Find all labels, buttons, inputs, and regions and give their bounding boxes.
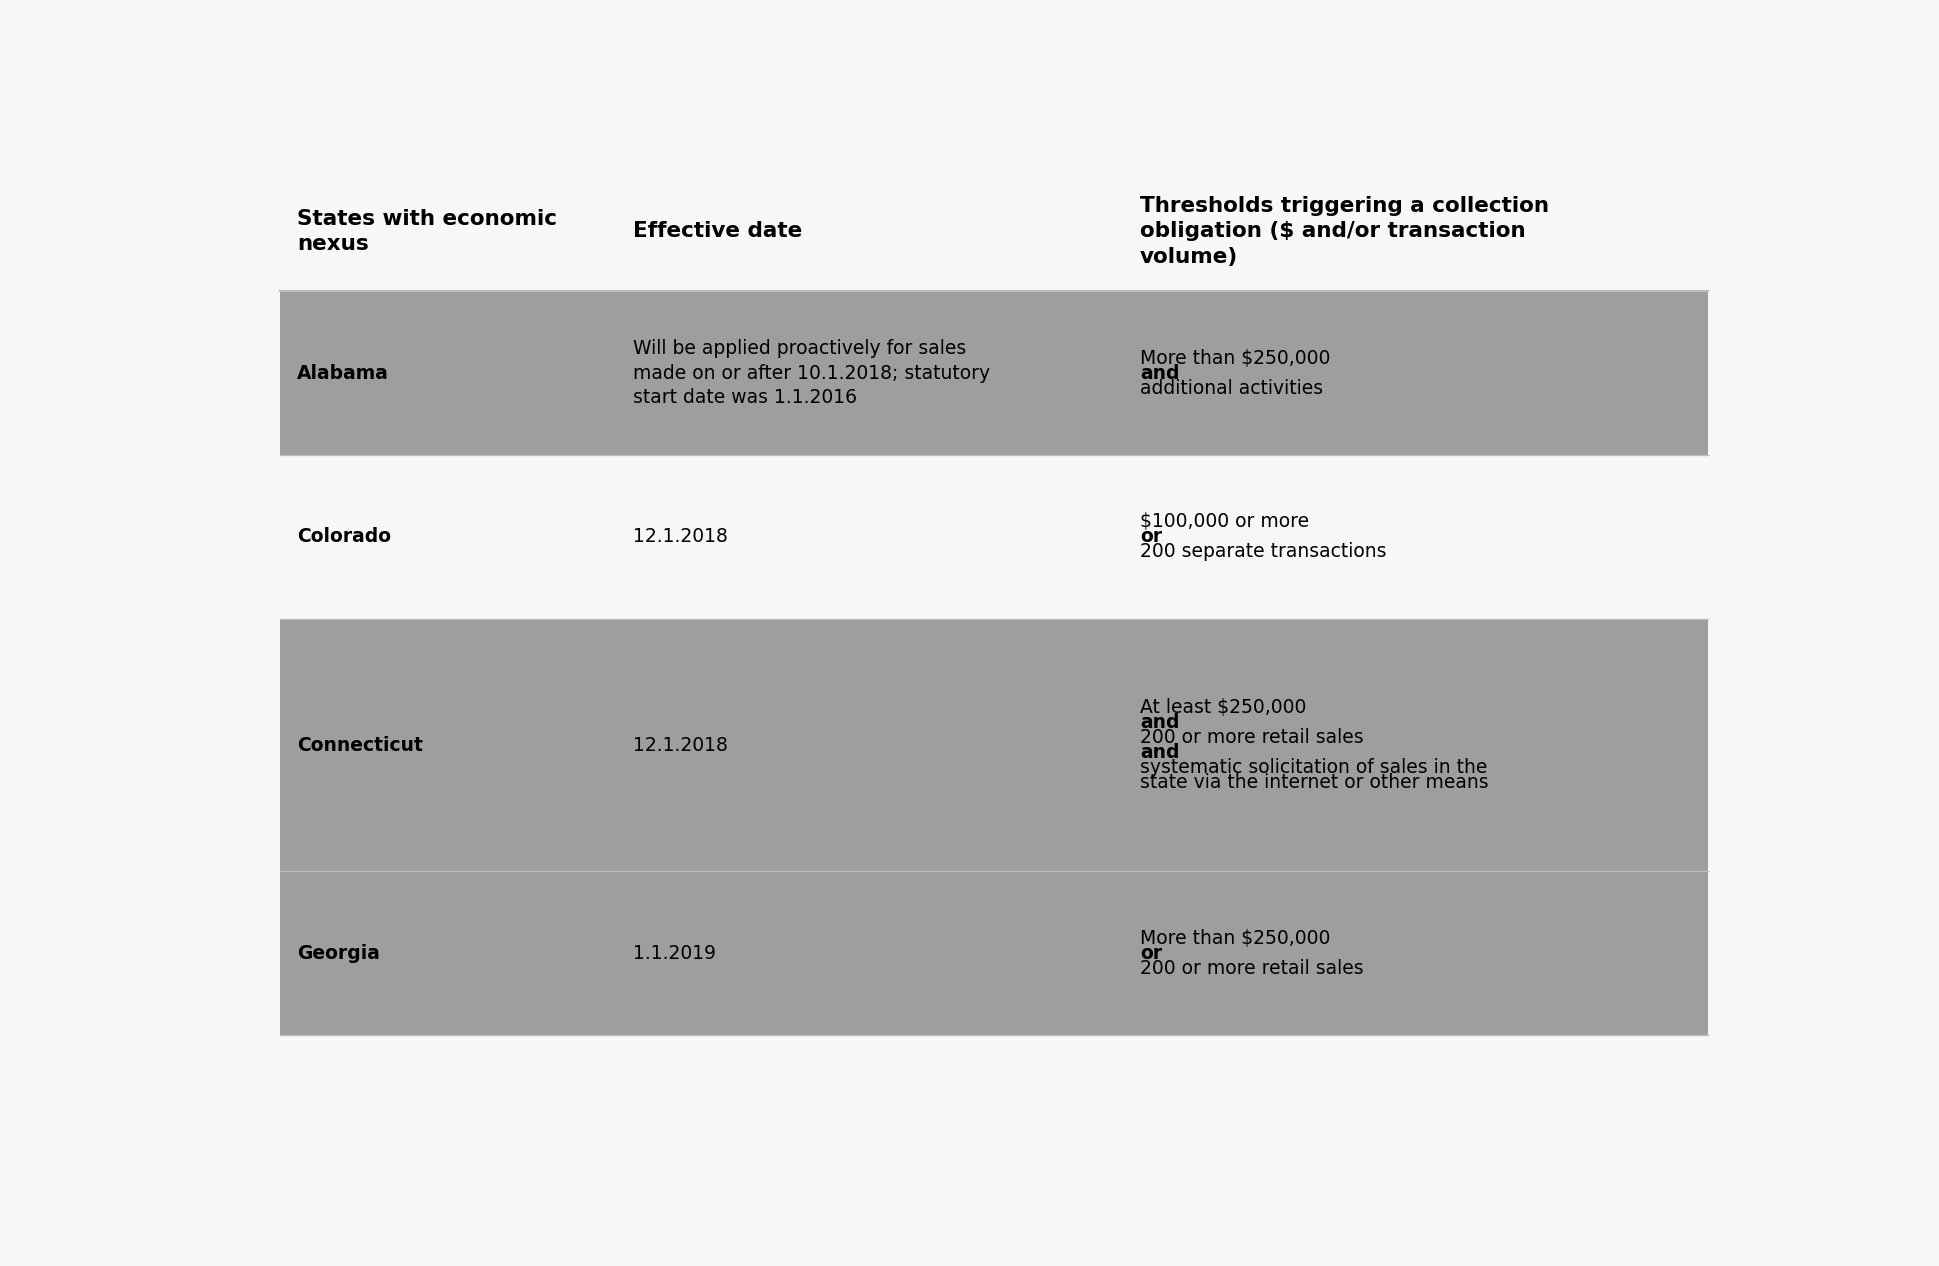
Text: Thresholds triggering a collection
obligation ($ and/or transaction
volume): Thresholds triggering a collection oblig… [1140,196,1547,267]
Text: 200 separate transactions: 200 separate transactions [1140,542,1386,561]
Text: and: and [1140,363,1179,382]
Bar [279,454,1708,619]
Bar [279,619,1708,871]
Text: additional activities: additional activities [1140,379,1322,398]
Text: States with economic
nexus: States with economic nexus [297,209,556,254]
Text: state via the internet or other means: state via the internet or other means [1140,774,1487,793]
Text: At least $250,000: At least $250,000 [1140,698,1305,717]
Text: or: or [1140,528,1161,547]
Text: 1.1.2019: 1.1.2019 [632,943,715,963]
Text: Will be applied proactively for sales
made on or after 10.1.2018; statutory
star: Will be applied proactively for sales ma… [632,339,989,406]
Text: 12.1.2018: 12.1.2018 [632,528,727,547]
Bar [279,291,1708,454]
Text: and: and [1140,743,1179,762]
Text: Georgia: Georgia [297,943,380,963]
Text: 200 or more retail sales: 200 or more retail sales [1140,958,1363,977]
Text: $100,000 or more: $100,000 or more [1140,513,1309,532]
Text: or: or [1140,943,1161,963]
Text: Effective date: Effective date [632,222,801,242]
Text: More than $250,000: More than $250,000 [1140,929,1330,948]
Text: Alabama: Alabama [297,363,390,382]
Text: systematic solicitation of sales in the: systematic solicitation of sales in the [1140,758,1487,777]
Text: More than $250,000: More than $250,000 [1140,348,1330,367]
Text: 12.1.2018: 12.1.2018 [632,736,727,755]
Text: Connecticut: Connecticut [297,736,423,755]
Text: Colorado: Colorado [297,528,392,547]
Text: and: and [1140,713,1179,732]
Text: 200 or more retail sales: 200 or more retail sales [1140,728,1363,747]
Bar [279,871,1708,1036]
Bar [279,171,1708,291]
